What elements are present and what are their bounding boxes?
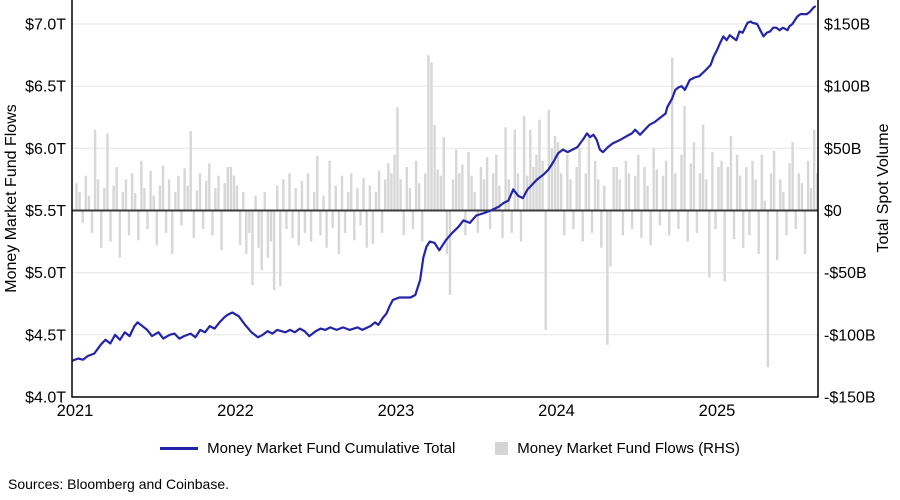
svg-text:$150B: $150B: [824, 17, 870, 34]
svg-text:-$150B: -$150B: [824, 390, 876, 407]
legend-item-fund-flows: Money Market Fund Flows (RHS): [495, 440, 740, 457]
svg-text:$5.5T: $5.5T: [25, 203, 66, 220]
svg-text:2022: 2022: [217, 402, 254, 420]
svg-text:-$100B: -$100B: [824, 327, 876, 344]
svg-text:$5.0T: $5.0T: [25, 265, 66, 282]
svg-text:2021: 2021: [57, 402, 94, 420]
svg-text:-$50B: -$50B: [824, 265, 867, 282]
svg-text:2024: 2024: [538, 402, 575, 420]
chart-area: $7.0T $6.5T $6.0T $5.5T $5.0T $4.5T $4.0T $150B…: [3, 0, 892, 420]
source-note: Sources: Bloomberg and Coinbase.: [8, 476, 230, 492]
svg-text:Total Spot Volume: Total Spot Volume: [875, 123, 892, 252]
legend-label-fund-flows: Money Market Fund Flows (RHS): [517, 440, 740, 457]
svg-text:$6.0T: $6.0T: [25, 141, 66, 158]
bar-swatch-icon: [495, 442, 509, 455]
svg-text:$50B: $50B: [824, 141, 861, 158]
svg-text:2025: 2025: [699, 402, 736, 420]
svg-text:$4.0T: $4.0T: [25, 390, 66, 407]
svg-text:$100B: $100B: [824, 79, 870, 96]
svg-text:$6.5T: $6.5T: [25, 79, 66, 96]
chart-legend: Money Market Fund Cumulative Total Money…: [0, 440, 900, 457]
svg-text:Money Market Fund Flows: Money Market Fund Flows: [3, 104, 20, 293]
line-swatch-icon: [160, 447, 199, 450]
svg-text:$7.0T: $7.0T: [25, 17, 66, 34]
svg-text:$4.5T: $4.5T: [25, 327, 66, 344]
svg-text:$0: $0: [824, 203, 842, 220]
legend-item-cumulative-total: Money Market Fund Cumulative Total: [160, 440, 455, 457]
svg-text:2023: 2023: [378, 402, 415, 420]
money-market-fund-chart-canvas: $7.0T $6.5T $6.0T $5.5T $5.0T $4.5T $4.0T $150B…: [3, 0, 892, 420]
legend-label-cumulative-total: Money Market Fund Cumulative Total: [207, 440, 456, 457]
